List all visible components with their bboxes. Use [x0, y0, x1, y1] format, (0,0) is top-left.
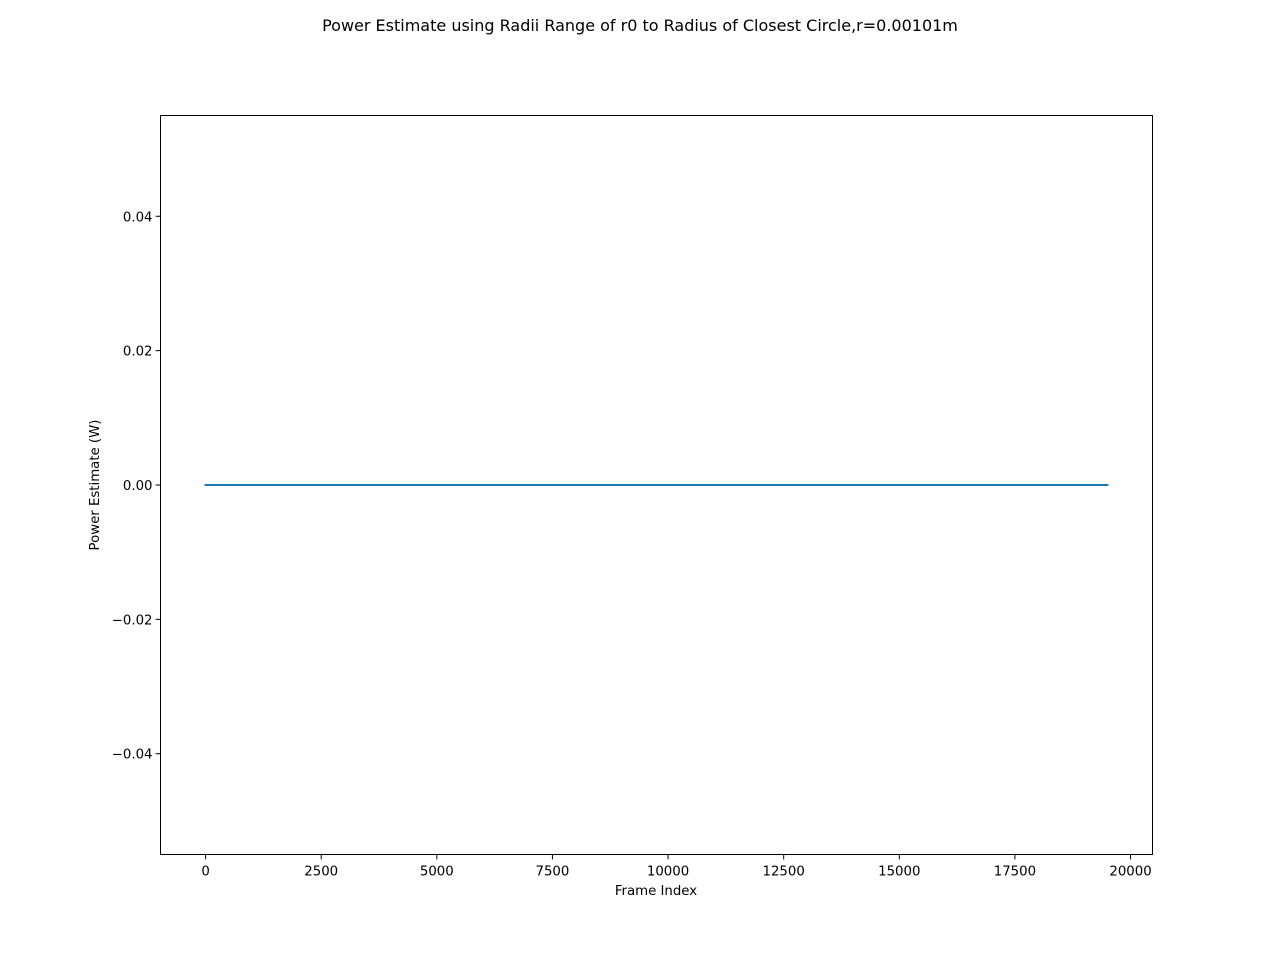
x-axis-label: Frame Index [615, 884, 697, 899]
x-tick-label: 17500 [994, 865, 1036, 880]
y-axis: −0.04 −0.02 0.00 0.02 0.04 [112, 210, 161, 763]
chart-title: Power Estimate using Radii Range of r0 t… [322, 16, 958, 35]
x-tick-label: 20000 [1109, 865, 1151, 880]
x-tick-label: 0 [201, 865, 209, 880]
x-tick-label: 2500 [304, 865, 338, 880]
x-tick-label: 7500 [536, 865, 570, 880]
y-tick-label: 0.04 [123, 210, 153, 225]
x-tick-label: 15000 [878, 865, 920, 880]
x-axis: 0 2500 5000 7500 10000 12500 15000 17500 20000 [201, 854, 1152, 880]
x-tick-label: 12500 [763, 865, 805, 880]
x-tick-label: 10000 [647, 865, 689, 880]
y-tick-label: −0.02 [112, 613, 153, 628]
plot-area [160, 115, 1153, 855]
y-tick-label: 0.00 [123, 479, 153, 494]
x-tick-label: 5000 [420, 865, 454, 880]
y-axis-label: Power Estimate (W) [88, 420, 103, 551]
y-tick-label: 0.02 [123, 345, 153, 360]
y-tick-label: −0.04 [112, 748, 153, 763]
